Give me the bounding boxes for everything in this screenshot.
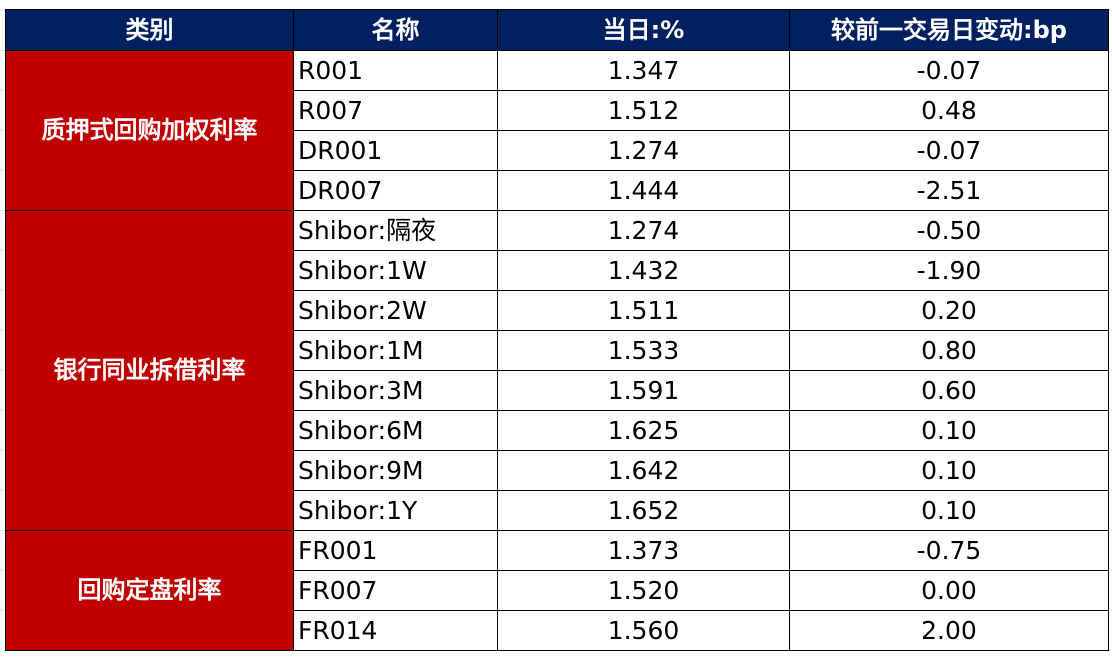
change-cell[interactable]: 0.10 (789, 410, 1109, 451)
change-cell[interactable]: 0.48 (789, 90, 1109, 131)
name-cell[interactable]: Shibor:1Y (293, 490, 498, 531)
value-cell[interactable]: 1.347 (497, 50, 790, 91)
change-cell[interactable]: -2.51 (789, 170, 1109, 211)
name-cell[interactable]: DR001 (293, 130, 498, 171)
category-cell[interactable]: 质押式回购加权利率 (5, 50, 294, 211)
table-row: Shibor:1M 1.533 0.80 (6, 330, 1109, 371)
name-cell[interactable]: R001 (293, 50, 498, 91)
change-cell[interactable]: -0.07 (789, 130, 1109, 171)
change-cell[interactable]: 0.20 (789, 290, 1109, 331)
table-row: 质押式回购加权利率 R001 1.347 -0.07 (5, 50, 1109, 211)
value-cell[interactable]: 1.520 (497, 570, 790, 611)
name-cell[interactable]: Shibor:3M (293, 370, 498, 411)
table-row: Shibor:2W 1.511 0.20 (6, 290, 1109, 331)
table-row: Shibor:9M 1.642 0.10 (6, 450, 1109, 491)
name-cell[interactable]: FR001 (293, 530, 498, 571)
name-cell[interactable]: Shibor:2W (293, 290, 498, 331)
name-cell[interactable]: Shibor:6M (293, 410, 498, 451)
table-row: Shibor:1Y 1.652 0.10 (6, 490, 1109, 531)
rates-table: 类别 名称 当日:% 较前一交易日变动:bp 质押式回购加权利率 R001 1.34… (5, 9, 1109, 651)
table-row: 回购定盘利率 FR001 1.373 -0.75 (5, 530, 1109, 651)
header-category[interactable]: 类别 (5, 9, 294, 51)
name-cell[interactable]: Shibor:隔夜 (293, 210, 498, 251)
header-change[interactable]: 较前一交易日变动:bp (789, 9, 1109, 51)
value-cell[interactable]: 1.642 (497, 450, 790, 491)
change-cell[interactable]: -0.50 (789, 210, 1109, 251)
header-name[interactable]: 名称 (293, 9, 498, 51)
name-cell[interactable]: FR014 (293, 610, 498, 651)
table-row: Shibor:3M 1.591 0.60 (6, 370, 1109, 411)
name-cell[interactable]: FR007 (293, 570, 498, 611)
table-row: DR007 1.444 -2.51 (6, 170, 1109, 211)
name-cell[interactable]: Shibor:9M (293, 450, 498, 491)
change-cell[interactable]: 2.00 (789, 610, 1109, 651)
change-cell[interactable]: -0.75 (789, 530, 1109, 571)
value-cell[interactable]: 1.512 (497, 90, 790, 131)
value-cell[interactable]: 1.591 (497, 370, 790, 411)
value-cell[interactable]: 1.373 (497, 530, 790, 571)
value-cell[interactable]: 1.274 (497, 210, 790, 251)
change-cell[interactable]: 0.10 (789, 450, 1109, 491)
name-cell[interactable]: R007 (293, 90, 498, 131)
value-cell[interactable]: 1.274 (497, 130, 790, 171)
value-cell[interactable]: 1.533 (497, 330, 790, 371)
table-row: 银行同业拆借利率 Shibor:隔夜 1.274 -0.50 (5, 210, 1109, 531)
value-cell[interactable]: 1.432 (497, 250, 790, 291)
change-cell[interactable]: 0.80 (789, 330, 1109, 371)
value-cell[interactable]: 1.560 (497, 610, 790, 651)
header-value[interactable]: 当日:% (497, 9, 790, 51)
name-cell[interactable]: Shibor:1W (293, 250, 498, 291)
change-cell[interactable]: -0.07 (789, 50, 1109, 91)
table-row: FR014 1.560 2.00 (6, 610, 1109, 651)
table-row: DR001 1.274 -0.07 (6, 130, 1109, 171)
name-cell[interactable]: DR007 (293, 170, 498, 211)
change-cell[interactable]: 0.60 (789, 370, 1109, 411)
value-cell[interactable]: 1.444 (497, 170, 790, 211)
value-cell[interactable]: 1.625 (497, 410, 790, 451)
value-cell[interactable]: 1.511 (497, 290, 790, 331)
name-cell[interactable]: Shibor:1M (293, 330, 498, 371)
category-cell[interactable]: 银行同业拆借利率 (5, 210, 294, 531)
table-row: Shibor:1W 1.432 -1.90 (6, 250, 1109, 291)
change-cell[interactable]: 0.00 (789, 570, 1109, 611)
table-row: Shibor:6M 1.625 0.10 (6, 410, 1109, 451)
value-cell[interactable]: 1.652 (497, 490, 790, 531)
category-cell[interactable]: 回购定盘利率 (5, 530, 294, 651)
change-cell[interactable]: -1.90 (789, 250, 1109, 291)
header-row: 类别 名称 当日:% 较前一交易日变动:bp (5, 9, 1109, 51)
change-cell[interactable]: 0.10 (789, 490, 1109, 531)
table-row: FR007 1.520 0.00 (6, 570, 1109, 611)
